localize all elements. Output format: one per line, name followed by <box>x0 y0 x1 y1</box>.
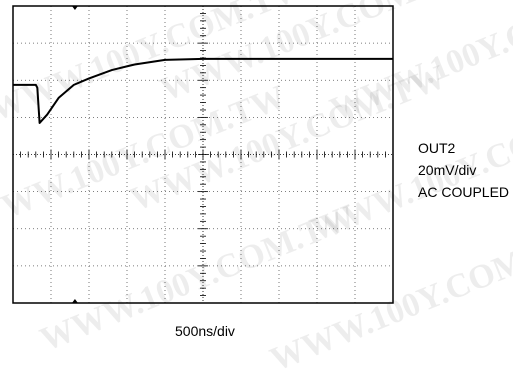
trace-group <box>13 57 393 124</box>
graticule-center-ticks <box>12 5 394 304</box>
trigger-markers <box>71 6 78 303</box>
time-per-div-label: 500ns/div <box>175 323 235 339</box>
trigger-marker-top <box>71 6 78 10</box>
channel-label: OUT2 <box>418 140 456 156</box>
waveform-trace <box>13 57 393 124</box>
trigger-marker-bottom <box>71 299 78 303</box>
coupling-label: AC COUPLED <box>418 184 510 200</box>
graticule-frame <box>12 5 394 304</box>
volts-per-div-label: 20mV/div <box>418 162 477 178</box>
oscilloscope-chart <box>12 5 394 304</box>
